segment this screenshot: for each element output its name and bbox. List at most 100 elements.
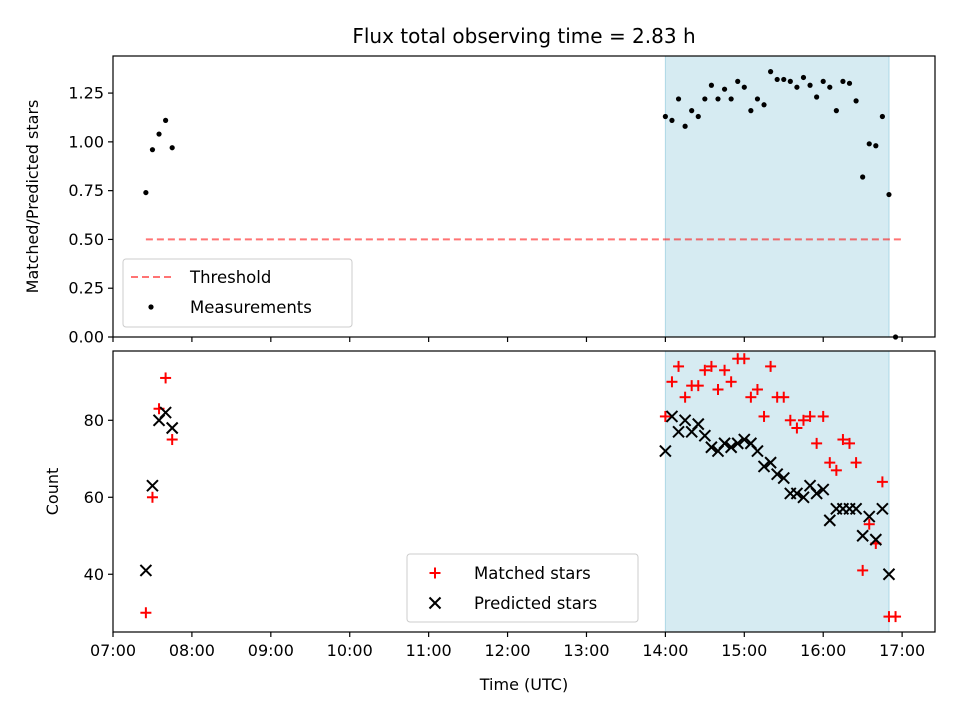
x-tick-label: 13:00	[563, 641, 609, 660]
legend-predicted-label: Predicted stars	[474, 594, 597, 613]
count-x-ticks: 07:00 08:00 09:00 10:00 11:00 12:00 13:00 14:00…	[90, 632, 925, 660]
x-tick-label: 11:00	[406, 641, 452, 660]
measurement-point	[754, 96, 761, 102]
predicted-star-point	[731, 437, 744, 450]
observing-span-top	[664, 55, 890, 338]
matched-star-point	[692, 380, 704, 392]
matched-star-point	[712, 383, 724, 395]
legend-predicted-marker	[428, 596, 442, 610]
predicted-star-point	[777, 471, 790, 485]
legend-threshold-label: Threshold	[189, 268, 271, 287]
measurement-point	[866, 141, 872, 147]
measurement-point	[840, 78, 846, 84]
matched-star-point	[166, 434, 178, 446]
x-tick-label: 08:00	[169, 641, 215, 660]
x-tick-label: 07:00	[90, 641, 136, 660]
y-tick-label: 0.75	[68, 181, 104, 200]
y-tick-label: 1.25	[68, 84, 104, 103]
matched-star-point	[797, 414, 809, 426]
predicted-star-point	[856, 529, 869, 542]
matched-star-point	[890, 611, 902, 623]
y-tick-label: 80	[84, 411, 104, 430]
predicted-star-point	[849, 502, 863, 516]
measurement-point	[715, 96, 721, 102]
matched-star-point	[705, 360, 717, 372]
measurement-point	[682, 123, 688, 129]
predicted-star-point	[757, 460, 771, 473]
matched-star-point	[673, 360, 685, 372]
count-legend-box	[406, 553, 639, 623]
y-tick-label: 0.00	[68, 328, 104, 347]
predicted-star-point	[882, 568, 896, 581]
legend-measurements-label: Measurements	[190, 298, 312, 317]
ratio-y-ticks: 0.00 0.25 0.50 0.75 1.00 1.25	[68, 84, 113, 347]
measurement-point	[860, 174, 866, 180]
measurement-point	[886, 191, 892, 198]
matched-star-point	[146, 491, 158, 503]
measurement-point	[708, 82, 715, 88]
legend-predicted-swatch	[428, 596, 442, 610]
matched-star-point	[719, 364, 731, 376]
predicted-star-point	[659, 444, 672, 458]
measurement-point	[169, 145, 175, 151]
predicted-star-point	[705, 441, 718, 454]
legend-matched-swatch	[429, 567, 441, 579]
matched-star-point	[844, 437, 856, 449]
measurement-point	[662, 113, 668, 120]
predicted-star-point	[790, 487, 804, 500]
chart-title: Flux total observing time = 2.83 h	[352, 24, 695, 48]
measurement-point	[143, 189, 149, 196]
matched-star-point	[863, 518, 875, 530]
matched-star-point	[745, 391, 757, 403]
measurement-point	[794, 84, 800, 90]
x-tick-label: 16:00	[800, 641, 846, 660]
matched-star-point	[666, 376, 678, 388]
measurement-point	[879, 113, 885, 120]
measurement-point	[689, 108, 695, 114]
matched-star-point	[699, 364, 711, 376]
x-tick-label: 15:00	[721, 641, 767, 660]
predicted-stars-points	[139, 406, 896, 581]
matched-star-point	[784, 414, 796, 426]
matched-star-point	[725, 376, 737, 388]
predicted-star-point	[146, 479, 159, 492]
matched-star-point	[758, 410, 770, 422]
predicted-star-point	[797, 491, 810, 504]
measurement-point	[833, 108, 839, 114]
matched-star-point	[160, 372, 172, 384]
measurement-point	[807, 82, 813, 88]
measurement-point	[748, 108, 754, 114]
measurement-point	[728, 96, 734, 102]
predicted-star-point	[672, 425, 685, 439]
matched-star-point	[791, 422, 803, 434]
measurement-point	[735, 78, 741, 84]
measurement-point	[741, 84, 747, 90]
measurement-points	[143, 69, 899, 340]
legend-measurements-swatch	[148, 304, 154, 310]
count-y-axis-label: Count	[43, 468, 62, 516]
measurement-point	[695, 113, 701, 120]
matched-star-point	[811, 437, 823, 449]
count-legend: Matched stars Predicted stars	[406, 553, 639, 623]
predicted-star-point	[665, 410, 679, 423]
predicted-star-point	[823, 514, 836, 527]
legend-matched-label: Matched stars	[474, 564, 591, 583]
predicted-star-point	[698, 429, 712, 442]
x-axis-label: Time (UTC)	[479, 675, 568, 694]
predicted-star-point	[165, 421, 179, 435]
measurement-point	[846, 80, 853, 86]
predicted-star-point	[718, 437, 731, 450]
measurement-point	[774, 76, 780, 83]
measurement-point	[768, 69, 774, 75]
measurement-point	[787, 78, 793, 84]
measurement-point	[156, 131, 162, 137]
matched-star-point	[751, 383, 763, 395]
ratio-legend-box	[122, 258, 353, 328]
y-tick-label: 0.25	[68, 279, 104, 298]
x-tick-label: 12:00	[485, 641, 531, 660]
measurement-point	[721, 86, 728, 92]
matched-star-point	[837, 434, 849, 446]
ratio-panel: 0.00 0.25 0.50 0.75 1.00 1.25 Flux total obse…	[23, 24, 936, 347]
y-tick-label: 1.00	[68, 132, 104, 151]
